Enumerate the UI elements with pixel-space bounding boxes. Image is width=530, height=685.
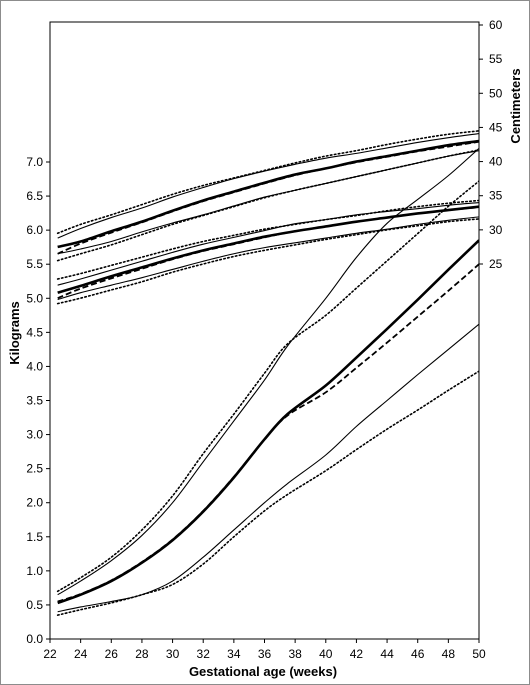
y-axis-right-title: Centimeters	[508, 68, 523, 143]
length-series-solid-thick	[57, 139, 479, 249]
y-right-tick-label: 40	[489, 155, 503, 169]
y-left-tick-label: 1.0	[26, 564, 43, 578]
y-left-tick-label: 5.0	[26, 291, 43, 305]
y-left-tick-label: 5.5	[26, 257, 43, 271]
x-tick-label: 24	[74, 647, 88, 661]
head-series-solid-thin	[57, 201, 479, 286]
x-tick-label: 40	[319, 647, 333, 661]
y-left-tick-label: 3.5	[26, 394, 43, 408]
y-left-tick-label: 4.0	[26, 359, 43, 373]
head-series-solid-thin	[57, 216, 479, 301]
y-axis-left-title: Kilograms	[7, 301, 22, 365]
y-left-tick-label: 0.5	[26, 598, 43, 612]
x-tick-label: 44	[380, 647, 394, 661]
x-tick-label: 38	[288, 647, 302, 661]
weight-series-solid-thin	[57, 147, 479, 596]
x-tick-label: 50	[472, 647, 486, 661]
x-tick-label: 34	[227, 647, 241, 661]
x-tick-label: 42	[350, 647, 364, 661]
x-tick-label: 26	[105, 647, 119, 661]
series-layer	[56, 130, 479, 616]
x-axis: 22 24 26 28 30 32 34 36 38 40 42 44 46 48 50	[43, 639, 486, 661]
weight-series-dashed	[57, 263, 479, 603]
y-right-tick-label: 30	[489, 223, 503, 237]
weight-series-dotted	[56, 370, 479, 616]
x-tick-label: 36	[258, 647, 272, 661]
y-left-tick-label: 0.0	[26, 632, 43, 646]
weight-series-solid-thin	[57, 323, 479, 613]
head-series-dotted	[56, 218, 479, 305]
x-axis-title: Gestational age (weeks)	[189, 664, 337, 679]
weight-series-dotted	[56, 180, 479, 593]
y-right-tick-label: 55	[489, 52, 503, 66]
y-right-tick-label: 25	[489, 257, 503, 271]
x-tick-label: 22	[43, 647, 57, 661]
length-series-dashed	[57, 140, 479, 255]
y-left-tick-label: 6.5	[26, 189, 43, 203]
head-series-dashed	[57, 206, 479, 299]
y-left-tick-label: 3.0	[26, 428, 43, 442]
y-left-tick-label: 4.5	[26, 325, 43, 339]
head-series-dotted	[56, 199, 479, 280]
x-tick-label: 30	[166, 647, 180, 661]
y-axis-right: 25 30 35 40 45 50 55 60	[479, 18, 503, 271]
x-tick-label: 46	[411, 647, 425, 661]
y-left-tick-label: 6.0	[26, 223, 43, 237]
x-tick-label: 32	[197, 647, 211, 661]
length-series-dotted	[56, 130, 479, 235]
plot-area	[49, 21, 480, 640]
x-tick-label: 28	[135, 647, 149, 661]
y-left-tick-label: 2.5	[26, 462, 43, 476]
y-right-tick-label: 60	[489, 18, 503, 32]
y-left-tick-label: 7.0	[26, 155, 43, 169]
y-right-tick-label: 45	[489, 120, 503, 134]
y-right-tick-label: 35	[489, 189, 503, 203]
y-axis-left: 0.0 0.5 1.0 1.5 2.0 2.5 3.0 3.5 4.0 4.5 5.0 5.5 6.0 6…	[26, 155, 50, 646]
plot-border	[49, 21, 480, 640]
length-series-dotted	[56, 149, 479, 262]
x-tick-label: 48	[442, 647, 456, 661]
y-right-tick-label: 50	[489, 86, 503, 100]
y-left-tick-label: 2.0	[26, 496, 43, 510]
length-series-solid-thin	[57, 133, 479, 239]
length-series-solid-thin	[57, 150, 479, 255]
y-left-tick-label: 1.5	[26, 530, 43, 544]
